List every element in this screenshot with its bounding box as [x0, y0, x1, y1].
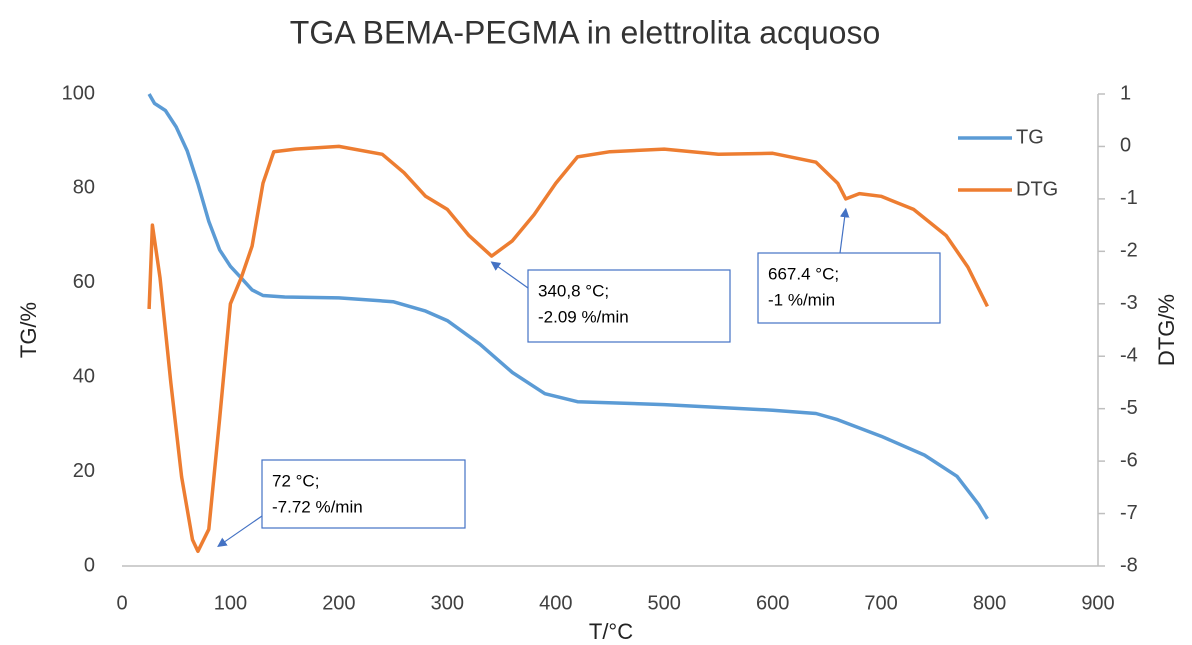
annotation-box — [261, 459, 466, 529]
legend-label: DTG — [1016, 178, 1058, 200]
annotation-text: 340,8 °C; — [538, 281, 609, 300]
x-tick-label: 500 — [648, 592, 681, 614]
y-tick-label: 40 — [73, 365, 95, 387]
x-tick-label: 300 — [431, 592, 464, 614]
y2-tick-label: -1 — [1120, 187, 1138, 209]
chart-title: TGA BEMA-PEGMA in elettrolita acquoso — [290, 14, 880, 50]
x-tick-label: 900 — [1081, 592, 1114, 614]
y-tick-label: 100 — [62, 82, 95, 104]
y-tick-label: 60 — [73, 271, 95, 293]
x-tick-label: 100 — [214, 592, 247, 614]
y2-tick-label: -3 — [1120, 292, 1138, 314]
y2-tick-label: -2 — [1120, 240, 1138, 262]
y2-axis-label: DTG/% — [1154, 294, 1179, 366]
annotation-text: -2.09 %/min — [538, 307, 629, 326]
y-tick-label: 20 — [73, 460, 95, 482]
y2-tick-label: -8 — [1120, 554, 1138, 576]
x-tick-label: 700 — [864, 592, 897, 614]
series-line — [147, 144, 989, 554]
annotation-text: 667.4 °C; — [768, 264, 839, 283]
annotation-box — [527, 269, 731, 343]
annotation-arrow — [217, 515, 263, 547]
x-tick-label: 600 — [756, 592, 789, 614]
x-tick-label: 400 — [539, 592, 572, 614]
x-tick-label: 200 — [322, 592, 355, 614]
annotation-text: 72 °C; — [272, 471, 319, 490]
annotation-box — [757, 252, 941, 324]
annotation-text: -7.72 %/min — [272, 497, 363, 516]
y-axis-label: TG/% — [16, 302, 41, 358]
y-tick-label: 0 — [84, 554, 95, 576]
x-axis-label: T/°C — [589, 619, 633, 644]
y2-tick-label: 0 — [1120, 135, 1131, 157]
y2-tick-label: -4 — [1120, 345, 1138, 367]
annotation-text: -1 %/min — [768, 290, 835, 309]
series-line — [147, 93, 989, 520]
x-tick-label: 800 — [973, 592, 1006, 614]
annotation-arrow — [839, 207, 850, 254]
y-tick-label: 80 — [73, 177, 95, 199]
y2-tick-label: -6 — [1120, 449, 1138, 471]
y2-tick-label: -5 — [1120, 397, 1138, 419]
y2-tick-label: -7 — [1120, 502, 1138, 524]
annotation-arrow — [490, 261, 529, 289]
legend-label: TG — [1016, 126, 1044, 148]
y2-tick-label: 1 — [1120, 82, 1131, 104]
x-tick-label: 0 — [116, 592, 127, 614]
